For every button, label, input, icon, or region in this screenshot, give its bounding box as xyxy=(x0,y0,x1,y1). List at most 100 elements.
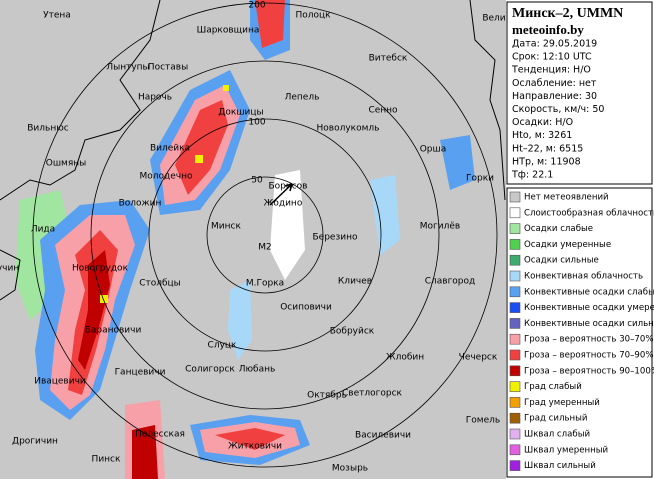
info-line: Направление: 30 xyxy=(512,91,597,102)
city-label: Лынтупы xyxy=(106,63,149,73)
city-label: Бобруйск xyxy=(330,327,375,337)
city-label: Любань xyxy=(239,365,276,375)
range-ring xyxy=(32,2,498,468)
station-label: M2 xyxy=(258,243,272,253)
city-label: Дрогичин xyxy=(12,437,58,447)
city-label: Василевичи xyxy=(355,431,411,441)
city-label: Новолукомль xyxy=(317,124,380,134)
legend-label: Гроза – вероятность 30–70% xyxy=(524,335,654,345)
legend-label: Гроза – вероятность 90–100% xyxy=(524,366,654,376)
range-ring xyxy=(90,60,440,410)
legend-label: Шквал слабый xyxy=(524,430,590,440)
city-label: Солигорск xyxy=(185,365,235,375)
city-label: Ошмяны xyxy=(46,159,87,169)
city-label: Вели xyxy=(482,14,505,24)
legend-label: Шквал сильный xyxy=(524,461,596,471)
info-panel xyxy=(506,1,653,185)
legend-label: Осадки сильные xyxy=(524,256,599,266)
city-label: Вильнюс xyxy=(27,124,69,134)
info-line: Тф: 22.1 xyxy=(511,170,553,181)
legend-swatch xyxy=(509,444,521,456)
legend-swatch xyxy=(509,397,521,408)
city-label: Гомель xyxy=(466,416,500,426)
legend-label: Град слабый xyxy=(524,382,582,392)
info-line: Ослабление: нет xyxy=(512,78,597,89)
city-label: Минск xyxy=(211,222,241,232)
info-line: Тенденция: Н/О xyxy=(511,65,591,76)
legend-label: Град сильный xyxy=(524,414,588,424)
city-label: Житковичи xyxy=(228,442,282,452)
info-line: Осадки: Н/О xyxy=(512,117,573,128)
legend-swatch xyxy=(509,223,521,234)
precipitation xyxy=(15,0,475,479)
city-label: Поставы xyxy=(148,63,188,73)
legend-swatch xyxy=(509,239,521,250)
ring-label: 50 xyxy=(251,176,263,186)
station-title: Минск–2, UMMN xyxy=(512,6,623,21)
city-label: Полесская xyxy=(135,430,185,440)
legend-label: Нет метеоявлений xyxy=(524,193,609,203)
legend-swatch xyxy=(509,349,521,361)
legend-label: Осадки слабые xyxy=(524,224,593,234)
city-label: Новогрудок xyxy=(72,264,129,274)
legend-label: Конвективные осадки умерен. xyxy=(524,303,654,313)
legend-label: Конвективная облачность xyxy=(524,272,643,282)
info-line: Дата: 29.05.2019 xyxy=(512,39,597,50)
info-line: Ht–22, м: 6515 xyxy=(512,143,583,154)
legend-swatch xyxy=(509,270,521,282)
info-line: Hto, м: 3261 xyxy=(512,130,572,141)
legend-swatch xyxy=(509,412,521,424)
city-label: Воложин xyxy=(119,199,162,209)
site-name: meteoinfo.by xyxy=(512,22,584,37)
city-label: Октябрь xyxy=(307,391,347,401)
legend-swatch xyxy=(509,460,521,471)
range-ring xyxy=(206,176,324,294)
legend-swatch xyxy=(509,254,521,266)
city-label: Молодечно xyxy=(140,172,193,182)
range-ring xyxy=(148,118,382,352)
legend-label: Конвективные осадки слабые xyxy=(524,287,654,297)
city-label: Чечерск xyxy=(459,353,498,363)
borders xyxy=(0,0,506,301)
legend-panel xyxy=(506,187,653,478)
city-label: Ганцевичи xyxy=(115,368,166,378)
city-label: Жодино xyxy=(264,199,303,209)
city-label: Барановичи xyxy=(85,326,142,336)
city-label: Утена xyxy=(43,11,71,21)
city-label: Борисов xyxy=(268,182,307,192)
legend-swatch xyxy=(509,286,521,298)
ring-label: 100 xyxy=(248,118,265,128)
legend-swatch xyxy=(509,318,521,329)
info-lines: Дата: 29.05.2019 Срок: 12:10 UTC Тенденция… xyxy=(511,39,604,181)
city-label: Осиповичи xyxy=(280,303,332,313)
legend-swatch xyxy=(509,302,521,313)
legend-label: Град умеренный xyxy=(524,398,600,408)
city-label: Могилёв xyxy=(420,222,460,232)
city-label: Лида xyxy=(31,225,55,235)
info-line: HTp, м: 11908 xyxy=(512,156,581,167)
city-label: Ивацевичи xyxy=(34,377,86,387)
city-label: Березино xyxy=(313,233,358,243)
legend-swatch xyxy=(509,191,521,203)
legend-swatch xyxy=(509,207,521,219)
city-label: Вилейка xyxy=(150,144,190,154)
city-label: Сенно xyxy=(368,106,398,116)
city-label: Полоцк xyxy=(295,11,331,21)
legend-swatch xyxy=(509,333,521,345)
city-label: Лепель xyxy=(285,93,320,103)
ring-label: 200 xyxy=(248,1,265,11)
legend-swatch xyxy=(509,381,521,392)
city-label: Горки xyxy=(466,174,494,184)
city-label: Пинск xyxy=(92,455,121,465)
city-label: учин xyxy=(0,264,19,274)
city-label: Витебск xyxy=(369,54,408,64)
city-label: Светлогорск xyxy=(342,389,403,399)
city-label: М.Горка xyxy=(246,279,284,289)
city-label: Слуцк xyxy=(208,341,237,351)
range-rings: 50 100 200 M2 xyxy=(32,1,498,468)
city-label: Докшицы xyxy=(218,108,263,118)
city-label: Мозырь xyxy=(332,464,368,474)
legend-label: Осадки умеренные xyxy=(524,240,611,250)
city-label: Жлобин xyxy=(386,353,424,363)
